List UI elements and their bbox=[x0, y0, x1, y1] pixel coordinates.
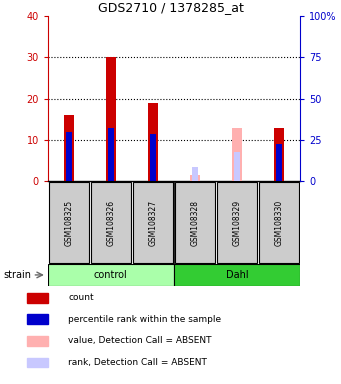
Bar bbox=[148, 103, 158, 181]
Text: GSM108329: GSM108329 bbox=[233, 199, 241, 246]
Text: GSM108325: GSM108325 bbox=[64, 199, 73, 246]
Bar bbox=[175, 182, 215, 263]
Bar bbox=[274, 127, 284, 181]
Bar bbox=[48, 264, 174, 286]
Bar bbox=[66, 132, 72, 181]
Bar bbox=[27, 336, 48, 346]
Text: GDS2710 / 1378285_at: GDS2710 / 1378285_at bbox=[98, 1, 243, 14]
Bar bbox=[27, 358, 48, 367]
Text: count: count bbox=[68, 293, 94, 302]
Text: strain: strain bbox=[3, 270, 31, 280]
Bar bbox=[108, 127, 114, 181]
Bar bbox=[232, 127, 242, 181]
Text: GSM108330: GSM108330 bbox=[275, 199, 284, 246]
Text: percentile rank within the sample: percentile rank within the sample bbox=[68, 315, 221, 324]
Bar bbox=[63, 115, 74, 181]
Text: control: control bbox=[94, 270, 128, 280]
Bar bbox=[91, 182, 131, 263]
Text: GSM108327: GSM108327 bbox=[148, 199, 158, 246]
Bar bbox=[48, 182, 89, 263]
Bar bbox=[106, 58, 116, 181]
Text: GSM108328: GSM108328 bbox=[190, 200, 199, 245]
Bar bbox=[259, 182, 299, 263]
Bar bbox=[133, 182, 173, 263]
Bar bbox=[174, 264, 300, 286]
Bar bbox=[190, 175, 200, 181]
Bar bbox=[192, 167, 198, 181]
Bar bbox=[217, 182, 257, 263]
Text: Dahl: Dahl bbox=[226, 270, 248, 280]
Text: value, Detection Call = ABSENT: value, Detection Call = ABSENT bbox=[68, 336, 212, 346]
Text: GSM108326: GSM108326 bbox=[106, 199, 115, 246]
Bar bbox=[234, 152, 240, 181]
Bar bbox=[27, 293, 48, 303]
Bar bbox=[27, 314, 48, 324]
Bar bbox=[276, 144, 282, 181]
Bar bbox=[150, 134, 156, 181]
Text: rank, Detection Call = ABSENT: rank, Detection Call = ABSENT bbox=[68, 358, 207, 367]
